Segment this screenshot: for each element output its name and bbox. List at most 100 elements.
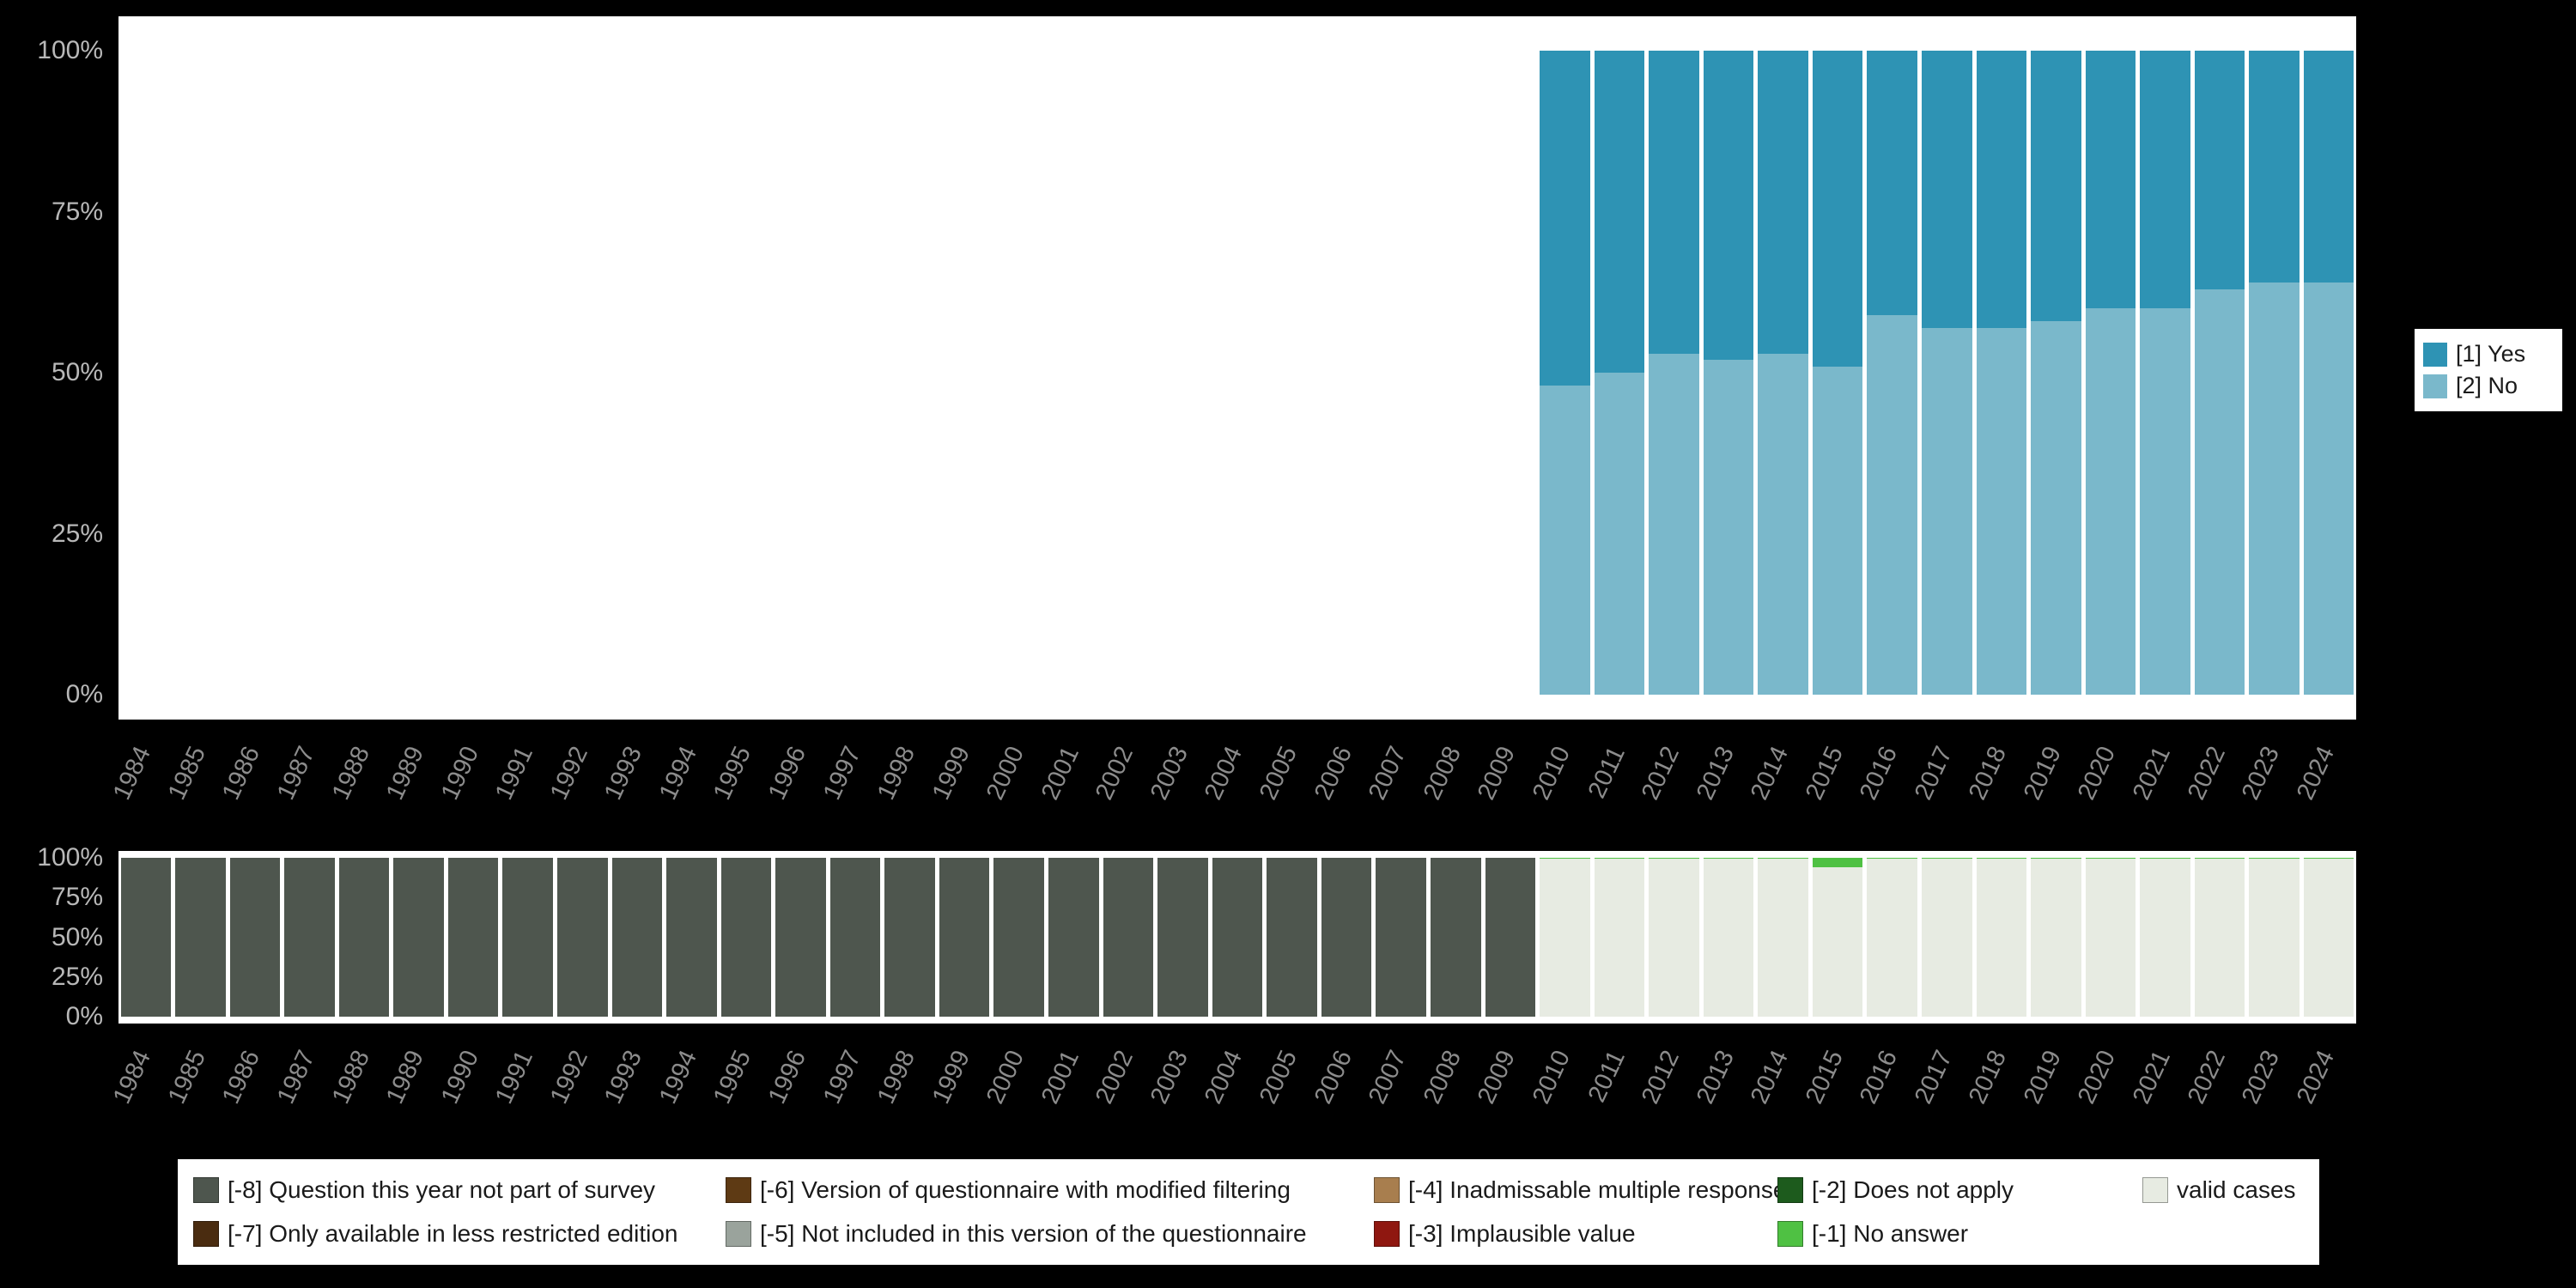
bar-segment [502,858,553,1017]
x-axis-year-label: 1990 [435,1046,484,1109]
x-axis-year-label: 2021 [2127,1046,2177,1109]
bar-segment [447,858,499,1017]
x-axis-year-label: 2005 [1254,1046,1303,1109]
x-axis-year-label: 1995 [708,1046,757,1109]
legend-label: [-7] Only available in less restricted e… [228,1220,678,1248]
bar-segment [1048,858,1099,1017]
legend-item: [-5] Not included in this version of the… [726,1220,1365,1248]
x-axis-year-label: 2024 [2291,1046,2340,1109]
bar-segment [1867,51,1917,315]
x-axis-year-label: 2014 [1745,1046,1795,1109]
x-axis-year-label: 2013 [1691,1046,1740,1109]
x-axis-year-label: 1986 [217,1046,266,1109]
bar-segment [2303,858,2354,859]
bar-segment [2085,308,2136,695]
x-axis-year-label: 2000 [981,1046,1030,1109]
bar-segment [1812,366,1863,695]
bar-segment [2303,51,2354,283]
x-axis-year-label: 2024 [2291,742,2340,805]
bar-segment [1103,858,1154,1017]
bar-segment [2194,858,2245,859]
bar-segment [1976,327,2027,695]
missing-chart-y-axis: 0% 25% 50% 75% 100% [0,843,110,1030]
x-axis-year-label: 2009 [1473,742,1522,805]
x-axis-year-label: 1985 [162,742,211,805]
bar-segment [2249,51,2300,283]
x-axis-year-label: 1992 [544,742,593,805]
legend-swatch [1777,1176,1803,1203]
x-axis-year-label: 1992 [544,1046,593,1109]
legend-swatch [193,1221,219,1248]
y-axis-tick-label: 25% [51,962,103,991]
legend-item: [2] No [2423,373,2554,399]
x-axis-year-label: 1986 [217,742,266,805]
legend-label: [-1] No answer [1812,1220,1969,1248]
x-axis-year-label: 1989 [380,742,430,805]
bar-segment [1540,386,1590,695]
bar-segment [2303,283,2354,695]
missing-values-legend: [-8] Question this year not part of surv… [178,1159,2319,1265]
x-axis-year-label: 2012 [1636,742,1686,805]
x-axis-year-label: 1998 [872,1046,921,1109]
x-axis-year-label: 2006 [1309,742,1358,805]
x-axis-year-label: 1988 [326,742,375,805]
x-axis-year-label: 2002 [1091,1046,1139,1109]
x-axis-year-label: 2023 [2236,742,2286,805]
categories-chart-x-axis: 1984 1985 1986 1987 1988 1989 1990 1991 1992 1993… [108,726,2356,838]
bar-segment [284,858,335,1017]
bar-segment [393,858,444,1017]
legend-item: [-3] Implausible value [1374,1220,1769,1248]
legend-label: [-5] Not included in this version of the… [760,1220,1307,1248]
x-axis-year-label: 2015 [1800,742,1849,805]
bar-segment [1703,360,1754,695]
legend-item: [1] Yes [2423,341,2554,368]
bar-segment [2249,283,2300,695]
bar-segment [1649,51,1699,354]
x-axis-year-label: 1994 [653,742,702,805]
x-axis-year-label: 2001 [1036,1046,1084,1109]
x-axis-year-label: 2007 [1363,1046,1413,1109]
bar-segment [1212,858,1263,1017]
y-axis-tick-label: 25% [51,519,103,548]
categories-chart-legend: [1] Yes [2] No [2415,329,2562,411]
bar-segment [1867,314,1917,695]
bar-segment [993,858,1045,1017]
bar-segment [1922,858,1972,860]
bar-segment [2303,858,2354,1017]
y-axis-tick-label: 50% [51,358,103,386]
x-axis-year-label: 2003 [1145,1046,1194,1109]
missing-chart-panel [118,851,2356,1024]
x-axis-year-label: 1996 [762,742,812,805]
legend-swatch [2142,1176,2168,1203]
x-axis-year-label: 2002 [1091,742,1139,805]
bar-segment [1976,51,2027,328]
x-axis-year-label: 2001 [1036,742,1084,805]
x-axis-year-label: 1985 [162,1046,211,1109]
bar-segment [1922,51,1972,328]
bar-segment [720,858,772,1017]
x-axis-year-label: 2016 [1855,1046,1904,1109]
bar-segment [2194,51,2245,289]
x-axis-year-label: 2008 [1418,742,1467,805]
categories-chart-y-axis: 0% 25% 50% 75% 100% [0,36,110,708]
missing-chart-plot-area [118,858,2356,1017]
bar-segment [1540,858,1590,859]
x-axis-year-label: 2009 [1473,1046,1522,1109]
x-axis-year-label: 1994 [653,1046,702,1109]
legend-item: [-2] Does not apply [1777,1176,2134,1204]
bar-segment [611,858,663,1017]
legend-item: [-4] Inadmissable multiple response [1374,1176,1786,1204]
bar-segment [2249,858,2300,860]
x-axis-year-label: 2022 [2182,1046,2231,1109]
x-axis-year-label: 1987 [271,742,321,805]
bar-segment [2194,858,2245,1017]
legend-swatch [1374,1176,1400,1203]
bar-segment [2140,308,2190,695]
bar-segment [2140,858,2190,859]
x-axis-year-label: 2020 [2073,1046,2122,1109]
x-axis-year-label: 1990 [435,742,484,805]
bar-segment [1376,858,1426,1017]
x-axis-year-label: 2006 [1309,1046,1358,1109]
x-axis-year-label: 2005 [1254,742,1303,805]
legend-item: [-7] Only available in less restricted e… [193,1220,717,1248]
